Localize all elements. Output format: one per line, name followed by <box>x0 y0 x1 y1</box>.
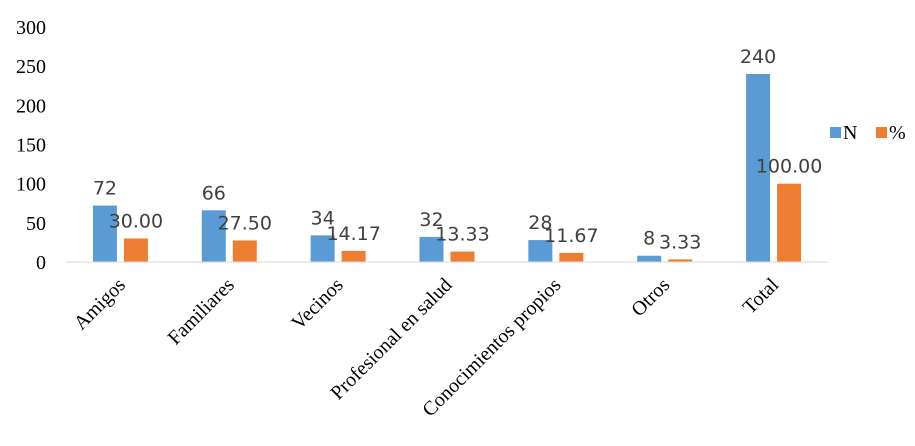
y-tick-label: 0 <box>36 252 46 274</box>
data-label: 3.33 <box>659 231 701 253</box>
x-tick-label: Profesional en salud <box>326 274 456 404</box>
bar-pct <box>668 259 693 262</box>
legend: N% <box>830 122 906 144</box>
y-tick-label: 50 <box>26 213 46 235</box>
bar-pct <box>777 183 802 262</box>
data-label: 72 <box>93 178 117 200</box>
bar-n <box>528 240 553 262</box>
data-label: 30.00 <box>109 211 163 233</box>
bar-pct <box>450 251 475 262</box>
y-tick-label: 100 <box>16 174 46 196</box>
bar-pct <box>232 240 257 262</box>
data-label: 66 <box>202 182 226 204</box>
legend-label: % <box>889 122 906 144</box>
y-tick-label: 250 <box>16 56 46 78</box>
data-label: 27.50 <box>218 212 272 234</box>
data-label: 32 <box>419 209 443 231</box>
legend-label: N <box>843 122 857 144</box>
x-tick-label: Familiares <box>164 274 239 349</box>
bar-n <box>92 205 117 262</box>
bar-n <box>637 255 662 262</box>
bar-n <box>310 235 335 262</box>
data-label: 34 <box>311 207 335 229</box>
bar-pct <box>559 252 584 262</box>
bar-n <box>201 210 226 262</box>
bar-n <box>419 236 444 262</box>
x-tick-label: Amigos <box>70 274 130 334</box>
data-label: 240 <box>740 46 776 68</box>
x-tick-label: Vecinos <box>287 274 347 334</box>
legend-swatch <box>830 127 841 138</box>
y-tick-label: 300 <box>16 17 46 39</box>
data-label: 14.17 <box>326 223 380 245</box>
x-tick-label: Total <box>739 274 784 319</box>
x-tick-label: Otros <box>627 274 674 321</box>
legend-swatch <box>876 127 887 138</box>
bar-n <box>746 74 771 262</box>
data-label: 13.33 <box>435 224 489 246</box>
y-tick-label: 150 <box>16 135 46 157</box>
data-label: 28 <box>528 212 552 234</box>
bar-pct <box>123 238 148 262</box>
bars <box>92 74 802 262</box>
bar-pct <box>341 250 366 262</box>
data-label: 100.00 <box>756 156 822 178</box>
data-label: 8 <box>643 228 655 250</box>
data-label: 11.67 <box>544 225 598 247</box>
y-axis-ticks: 0 50 100 150 200 250 300 <box>16 17 46 274</box>
y-tick-label: 200 <box>16 95 46 117</box>
